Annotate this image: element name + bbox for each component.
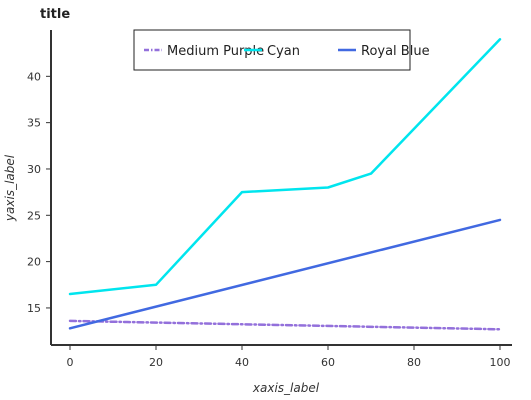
x-axis-title: xaxis_label: [252, 381, 320, 395]
y-tick-label: 35: [27, 117, 41, 130]
y-tick-label: 15: [27, 302, 41, 315]
legend: Medium Purple Cyan Royal Blue: [133, 29, 430, 71]
y-axis-title: yaxis_label: [3, 154, 17, 222]
chart-title: title: [40, 7, 70, 22]
axes: [50, 30, 512, 346]
y-ticks: 15 20 25 30 35 40: [27, 70, 51, 315]
x-tick-label: 60: [321, 356, 335, 369]
x-tick-label: 80: [407, 356, 421, 369]
series-layer: [68, 38, 502, 331]
legend-label-medium-purple: Medium Purple: [167, 44, 264, 59]
series-line-medium-purple: [68, 319, 502, 331]
x-tick-label: 0: [67, 356, 74, 369]
x-tick-label: 100: [490, 356, 511, 369]
x-ticks: 0 20 40 60 80 100: [67, 345, 511, 369]
legend-label-cyan: Cyan: [267, 44, 300, 59]
y-tick-label: 20: [27, 256, 41, 269]
legend-label-royal-blue: Royal Blue: [361, 44, 430, 59]
legend-items: Medium Purple Cyan Royal Blue: [144, 44, 430, 59]
x-tick-label: 40: [235, 356, 249, 369]
x-tick-label: 20: [149, 356, 163, 369]
legend-box: [133, 29, 411, 71]
y-tick-label: 25: [27, 209, 41, 222]
series-line-cyan: [68, 38, 502, 296]
y-tick-label: 40: [27, 70, 41, 83]
series-line-royal-blue: [68, 218, 502, 330]
y-tick-label: 30: [27, 163, 41, 176]
